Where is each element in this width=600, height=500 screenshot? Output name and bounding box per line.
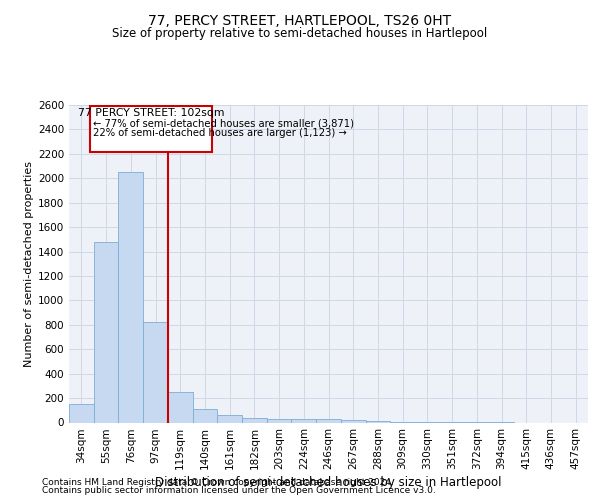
- Text: 77 PERCY STREET: 102sqm: 77 PERCY STREET: 102sqm: [78, 108, 224, 118]
- Bar: [143, 322, 168, 422]
- Bar: [94, 242, 118, 422]
- Bar: [168, 392, 193, 422]
- Bar: [316, 420, 341, 422]
- Bar: [267, 419, 292, 422]
- Bar: [242, 418, 267, 422]
- Text: 77, PERCY STREET, HARTLEPOOL, TS26 0HT: 77, PERCY STREET, HARTLEPOOL, TS26 0HT: [148, 14, 452, 28]
- Bar: [341, 420, 365, 422]
- Text: ← 77% of semi-detached houses are smaller (3,871): ← 77% of semi-detached houses are smalle…: [93, 118, 354, 128]
- Bar: [118, 172, 143, 422]
- Bar: [217, 415, 242, 422]
- Text: Contains public sector information licensed under the Open Government Licence v3: Contains public sector information licen…: [42, 486, 436, 495]
- Bar: [292, 419, 316, 422]
- Bar: [69, 404, 94, 422]
- Bar: [365, 420, 390, 422]
- X-axis label: Distribution of semi-detached houses by size in Hartlepool: Distribution of semi-detached houses by …: [155, 476, 502, 490]
- FancyBboxPatch shape: [90, 106, 212, 152]
- Bar: [193, 409, 217, 422]
- Text: Contains HM Land Registry data © Crown copyright and database right 2024.: Contains HM Land Registry data © Crown c…: [42, 478, 394, 487]
- Y-axis label: Number of semi-detached properties: Number of semi-detached properties: [24, 161, 34, 367]
- Text: 22% of semi-detached houses are larger (1,123) →: 22% of semi-detached houses are larger (…: [93, 128, 347, 138]
- Text: Size of property relative to semi-detached houses in Hartlepool: Size of property relative to semi-detach…: [112, 26, 488, 40]
